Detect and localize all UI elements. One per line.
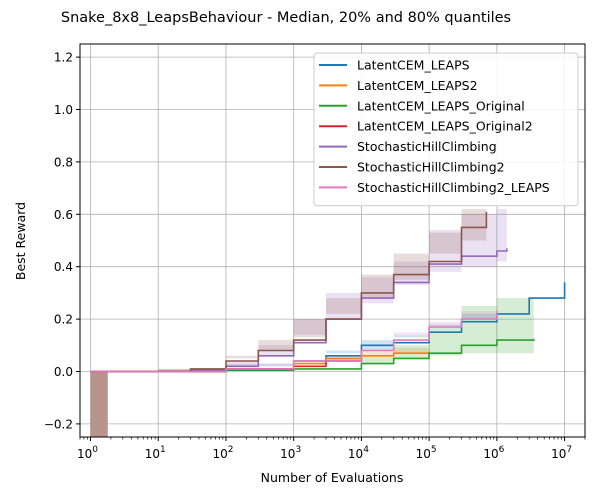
y-tick-label: 1.0: [54, 103, 73, 117]
series-line: [90, 311, 498, 373]
legend-label: LatentCEM_LEAPS2: [357, 78, 478, 93]
x-axis-label: Number of Evaluations: [261, 470, 404, 485]
bar: [90, 371, 108, 437]
plot-frame: [79, 43, 586, 438]
bars: [90, 371, 108, 437]
y-axis-label: Best Reward: [13, 202, 28, 280]
x-tick-label: 104: [348, 445, 369, 461]
y-tick-label: −0.2: [44, 417, 73, 431]
x-tick-label: 105: [416, 445, 437, 461]
quantile-band: [90, 347, 430, 372]
y-tick-label: 0.8: [54, 155, 73, 169]
y-tick-label: 0.0: [54, 365, 73, 379]
series-line: [90, 211, 488, 373]
chart-title: Snake_8x8_LeapsBehaviour - Median, 20% a…: [61, 10, 511, 26]
x-tick-label: 106: [483, 445, 504, 461]
x-tick-label: 103: [280, 445, 301, 461]
legend-box: [313, 52, 579, 207]
legend-label: LatentCEM_LEAPS_Original2: [357, 119, 533, 134]
legend-label: StochasticHillClimbing2_LEAPS: [357, 180, 550, 195]
legend-label: StochasticHillClimbing2: [357, 160, 505, 175]
y-tick-label: 0.6: [54, 208, 73, 222]
x-tick-label: 101: [145, 445, 166, 461]
x-axis-ticks: 100 101 102 103 104 105 106 107: [77, 437, 586, 461]
legend: LatentCEM_LEAPS LatentCEM_LEAPS2 LatentCEM…: [313, 52, 579, 207]
y-axis-ticks: −0.2 0.0 0.2 0.4 0.6 0.8 1.0 1.2: [44, 51, 80, 431]
series-lines: [90, 211, 566, 373]
legend-label: LatentCEM_LEAPS: [357, 58, 470, 73]
quantile-band: [90, 279, 565, 372]
y-tick-label: 0.2: [54, 313, 73, 327]
quantile-band: [90, 209, 507, 372]
x-tick-label: 107: [551, 445, 572, 461]
y-tick-label: 0.4: [54, 260, 73, 274]
x-tick-label: 102: [212, 445, 233, 461]
legend-label: StochasticHillClimbing: [357, 139, 497, 154]
y-tick-label: 1.2: [54, 51, 73, 65]
x-tick-label: 100: [77, 445, 98, 461]
legend-label: LatentCEM_LEAPS_Original: [357, 98, 525, 113]
